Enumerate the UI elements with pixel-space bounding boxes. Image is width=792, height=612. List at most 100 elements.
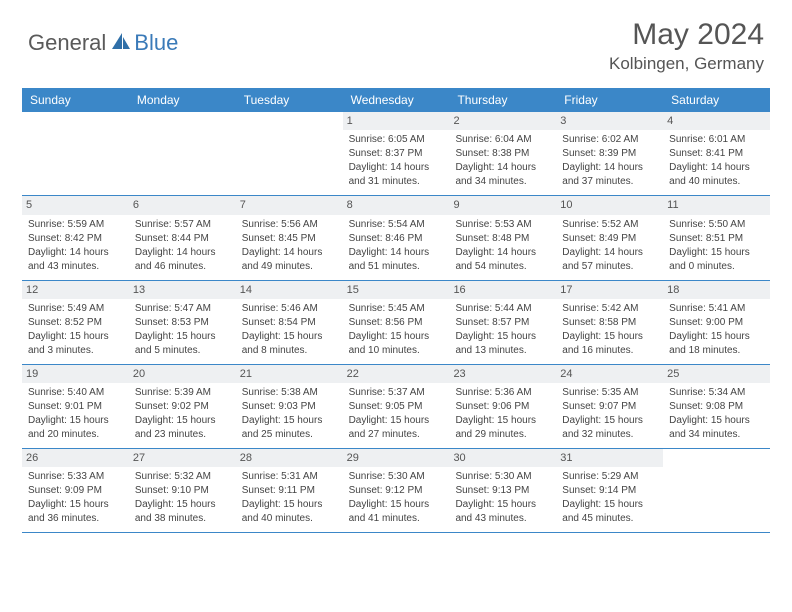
sunrise-text: Sunrise: 5:54 AM bbox=[349, 218, 444, 231]
sunrise-text: Sunrise: 5:40 AM bbox=[28, 386, 123, 399]
day-number: 8 bbox=[343, 196, 450, 214]
sunrise-text: Sunrise: 5:39 AM bbox=[135, 386, 230, 399]
daylight-text: Daylight: 14 hours bbox=[562, 246, 657, 259]
daylight-text: Daylight: 15 hours bbox=[455, 498, 550, 511]
day-number: 3 bbox=[556, 112, 663, 130]
weekday-header: Tuesday bbox=[236, 88, 343, 112]
day-number: 14 bbox=[236, 281, 343, 299]
day-number: 1 bbox=[343, 112, 450, 130]
daylight-text: Daylight: 15 hours bbox=[349, 330, 444, 343]
day-cell: 3Sunrise: 6:02 AMSunset: 8:39 PMDaylight… bbox=[556, 112, 663, 195]
logo: General Blue bbox=[28, 18, 178, 56]
day-number: 22 bbox=[343, 365, 450, 383]
sunset-text: Sunset: 9:06 PM bbox=[455, 400, 550, 413]
day-cell: 7Sunrise: 5:56 AMSunset: 8:45 PMDaylight… bbox=[236, 196, 343, 279]
day-cell: 8Sunrise: 5:54 AMSunset: 8:46 PMDaylight… bbox=[343, 196, 450, 279]
daylight-text: and 27 minutes. bbox=[349, 428, 444, 441]
daylight-text: Daylight: 14 hours bbox=[349, 246, 444, 259]
daylight-text: and 5 minutes. bbox=[135, 344, 230, 357]
daylight-text: and 49 minutes. bbox=[242, 260, 337, 273]
daylight-text: and 40 minutes. bbox=[669, 175, 764, 188]
sunrise-text: Sunrise: 5:52 AM bbox=[562, 218, 657, 231]
day-number: 24 bbox=[556, 365, 663, 383]
sunrise-text: Sunrise: 6:02 AM bbox=[562, 133, 657, 146]
daylight-text: and 20 minutes. bbox=[28, 428, 123, 441]
day-number: 17 bbox=[556, 281, 663, 299]
sunrise-text: Sunrise: 5:33 AM bbox=[28, 470, 123, 483]
day-number: 20 bbox=[129, 365, 236, 383]
day-number: 21 bbox=[236, 365, 343, 383]
day-number: 16 bbox=[449, 281, 556, 299]
daylight-text: and 54 minutes. bbox=[455, 260, 550, 273]
day-cell: 18Sunrise: 5:41 AMSunset: 9:00 PMDayligh… bbox=[663, 281, 770, 364]
daylight-text: and 32 minutes. bbox=[562, 428, 657, 441]
calendar: SundayMondayTuesdayWednesdayThursdayFrid… bbox=[22, 88, 770, 533]
day-cell bbox=[663, 449, 770, 532]
daylight-text: Daylight: 15 hours bbox=[455, 330, 550, 343]
day-cell: 27Sunrise: 5:32 AMSunset: 9:10 PMDayligh… bbox=[129, 449, 236, 532]
day-cell: 29Sunrise: 5:30 AMSunset: 9:12 PMDayligh… bbox=[343, 449, 450, 532]
daylight-text: and 37 minutes. bbox=[562, 175, 657, 188]
sunset-text: Sunset: 8:58 PM bbox=[562, 316, 657, 329]
sunrise-text: Sunrise: 5:47 AM bbox=[135, 302, 230, 315]
day-cell bbox=[129, 112, 236, 195]
daylight-text: and 25 minutes. bbox=[242, 428, 337, 441]
sunrise-text: Sunrise: 5:34 AM bbox=[669, 386, 764, 399]
day-cell: 14Sunrise: 5:46 AMSunset: 8:54 PMDayligh… bbox=[236, 281, 343, 364]
sunrise-text: Sunrise: 5:30 AM bbox=[349, 470, 444, 483]
sunset-text: Sunset: 9:12 PM bbox=[349, 484, 444, 497]
sunset-text: Sunset: 9:03 PM bbox=[242, 400, 337, 413]
daylight-text: and 45 minutes. bbox=[562, 512, 657, 525]
day-number: 25 bbox=[663, 365, 770, 383]
day-cell: 24Sunrise: 5:35 AMSunset: 9:07 PMDayligh… bbox=[556, 365, 663, 448]
day-number: 29 bbox=[343, 449, 450, 467]
day-cell: 17 Sunrise: 5:42 AMSunset: 8:58 PMDayligh… bbox=[556, 281, 663, 364]
weekday-header: Saturday bbox=[663, 88, 770, 112]
day-cell: 10Sunrise: 5:52 AMSunset: 8:49 PMDayligh… bbox=[556, 196, 663, 279]
daylight-text: Daylight: 15 hours bbox=[562, 414, 657, 427]
logo-text-general: General bbox=[28, 30, 106, 56]
sunset-text: Sunset: 8:53 PM bbox=[135, 316, 230, 329]
day-cell: 6Sunrise: 5:57 AMSunset: 8:44 PMDaylight… bbox=[129, 196, 236, 279]
day-number: 5 bbox=[22, 196, 129, 214]
daylight-text: and 16 minutes. bbox=[562, 344, 657, 357]
daylight-text: and 34 minutes. bbox=[455, 175, 550, 188]
daylight-text: and 46 minutes. bbox=[135, 260, 230, 273]
location: Kolbingen, Germany bbox=[609, 54, 764, 74]
sunrise-text: Sunrise: 5:30 AM bbox=[455, 470, 550, 483]
day-cell: 19Sunrise: 5:40 AMSunset: 9:01 PMDayligh… bbox=[22, 365, 129, 448]
day-number: 27 bbox=[129, 449, 236, 467]
week-row: 1Sunrise: 6:05 AMSunset: 8:37 PMDaylight… bbox=[22, 112, 770, 196]
daylight-text: and 29 minutes. bbox=[455, 428, 550, 441]
sunset-text: Sunset: 9:05 PM bbox=[349, 400, 444, 413]
day-number: 15 bbox=[343, 281, 450, 299]
daylight-text: Daylight: 15 hours bbox=[135, 414, 230, 427]
daylight-text: Daylight: 14 hours bbox=[669, 161, 764, 174]
sunrise-text: Sunrise: 5:32 AM bbox=[135, 470, 230, 483]
sunrise-text: Sunrise: 6:01 AM bbox=[669, 133, 764, 146]
sunset-text: Sunset: 8:41 PM bbox=[669, 147, 764, 160]
sunrise-text: Sunrise: 5:56 AM bbox=[242, 218, 337, 231]
daylight-text: Daylight: 15 hours bbox=[28, 414, 123, 427]
daylight-text: and 51 minutes. bbox=[349, 260, 444, 273]
sunset-text: Sunset: 9:01 PM bbox=[28, 400, 123, 413]
sunset-text: Sunset: 8:49 PM bbox=[562, 232, 657, 245]
day-number: 11 bbox=[663, 196, 770, 214]
sunrise-text: Sunrise: 5:38 AM bbox=[242, 386, 337, 399]
sunrise-text: Sunrise: 5:29 AM bbox=[562, 470, 657, 483]
sunset-text: Sunset: 9:02 PM bbox=[135, 400, 230, 413]
day-cell: 4Sunrise: 6:01 AMSunset: 8:41 PMDaylight… bbox=[663, 112, 770, 195]
daylight-text: Daylight: 15 hours bbox=[135, 498, 230, 511]
sunset-text: Sunset: 8:44 PM bbox=[135, 232, 230, 245]
day-number: 6 bbox=[129, 196, 236, 214]
day-cell bbox=[236, 112, 343, 195]
sunset-text: Sunset: 8:54 PM bbox=[242, 316, 337, 329]
daylight-text: Daylight: 15 hours bbox=[562, 330, 657, 343]
sunset-text: Sunset: 8:39 PM bbox=[562, 147, 657, 160]
daylight-text: and 57 minutes. bbox=[562, 260, 657, 273]
day-cell: 2Sunrise: 6:04 AMSunset: 8:38 PMDaylight… bbox=[449, 112, 556, 195]
sunrise-text: Sunrise: 5:42 AM bbox=[562, 302, 657, 315]
day-number: 12 bbox=[22, 281, 129, 299]
daylight-text: Daylight: 15 hours bbox=[669, 414, 764, 427]
daylight-text: Daylight: 14 hours bbox=[455, 246, 550, 259]
